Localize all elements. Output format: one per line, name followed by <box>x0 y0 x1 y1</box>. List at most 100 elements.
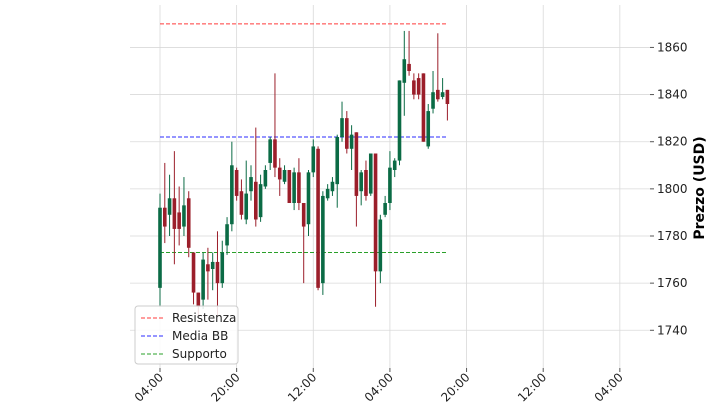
candle-body <box>407 63 411 71</box>
candle <box>321 191 325 295</box>
y-tick-label: 1780 <box>657 229 688 243</box>
candle-body <box>206 264 210 272</box>
candle <box>249 165 253 201</box>
grid-lines <box>130 5 650 368</box>
candle <box>354 132 359 227</box>
candle-body <box>268 139 272 163</box>
candle <box>311 139 316 178</box>
candle <box>263 165 268 189</box>
candle-body <box>225 224 229 246</box>
candle <box>301 203 306 284</box>
candle <box>186 191 191 258</box>
candle <box>345 111 349 154</box>
candle-body <box>445 89 450 104</box>
candle <box>220 240 225 288</box>
candle-body <box>325 188 330 199</box>
candle <box>407 30 411 76</box>
candle <box>268 137 272 170</box>
candle <box>316 146 320 291</box>
candle <box>239 179 244 220</box>
candle-body <box>378 219 383 272</box>
candle-body <box>201 259 205 300</box>
candle-body <box>330 181 335 192</box>
candle-body <box>249 177 253 192</box>
candle-body <box>440 92 445 97</box>
candle-body <box>191 252 196 293</box>
candle <box>182 177 186 236</box>
candle <box>210 252 215 291</box>
candle <box>383 195 387 218</box>
candle <box>273 73 277 178</box>
legend-box <box>134 305 239 365</box>
candle-body <box>287 170 292 203</box>
candle-body <box>301 203 306 227</box>
candle-body <box>244 193 249 220</box>
x-axis-ticks: 04:00 20:00 12:00 04:00 20:00 12:00 04:00 <box>132 368 626 405</box>
legend-item: Resistenza <box>141 311 236 325</box>
candle-body <box>436 89 440 100</box>
candle-body <box>364 170 368 196</box>
candle <box>167 174 172 236</box>
candle-body <box>388 167 392 203</box>
candle-body <box>282 170 287 182</box>
candle <box>397 80 402 166</box>
y-axis-ticks: 1740 1760 1780 1800 1820 1840 1860 <box>650 40 688 337</box>
candle-body <box>239 191 244 215</box>
candles <box>158 30 450 317</box>
candle-body <box>392 160 397 170</box>
candle <box>172 151 177 265</box>
candle <box>244 160 249 225</box>
candle <box>191 252 196 305</box>
candle <box>162 162 167 244</box>
candle <box>306 170 311 236</box>
y-tick-label: 1760 <box>657 276 688 290</box>
candle <box>230 141 234 232</box>
candle <box>421 73 426 142</box>
candle-body <box>196 292 201 307</box>
candle-body <box>431 92 435 109</box>
candle-body <box>273 139 277 168</box>
candle-body <box>254 181 258 220</box>
candle-body <box>311 146 316 173</box>
candle-body <box>373 153 378 272</box>
candle-body <box>412 80 416 95</box>
candle-body <box>215 261 220 284</box>
legend-label: Supporto <box>172 347 227 361</box>
candle-body <box>162 207 167 227</box>
candle-body <box>158 207 162 288</box>
candle <box>426 104 431 149</box>
candle <box>440 78 445 100</box>
y-axis-label: Prezzo (USD) <box>692 136 708 239</box>
candle-body <box>416 78 421 95</box>
candle-body <box>258 184 263 218</box>
candle-body <box>316 148 320 288</box>
candle <box>412 73 416 100</box>
legend: Resistenza Media BB Supporto <box>134 305 239 365</box>
candle <box>340 101 344 142</box>
candle <box>416 73 421 100</box>
candle-body <box>397 80 402 161</box>
candle-body <box>321 195 325 284</box>
candle <box>292 167 296 211</box>
candle <box>201 252 205 310</box>
y-tick-label: 1800 <box>657 182 688 196</box>
candle-body <box>263 170 268 187</box>
candle <box>359 170 363 206</box>
candle <box>277 158 282 196</box>
candle <box>206 247 210 300</box>
candle-body <box>340 118 344 137</box>
candle <box>364 160 368 201</box>
candle <box>373 153 378 307</box>
candle <box>158 193 162 307</box>
candle <box>297 158 301 211</box>
legend-label: Media BB <box>172 329 228 343</box>
candle-body <box>186 198 191 248</box>
candle-body <box>230 165 234 225</box>
legend-item: Media BB <box>141 329 228 343</box>
candle-body <box>349 134 354 149</box>
x-tick-label: 04:00 <box>362 370 396 404</box>
candle-body <box>167 198 172 215</box>
candle-body <box>345 118 349 149</box>
candle-body <box>172 198 177 229</box>
